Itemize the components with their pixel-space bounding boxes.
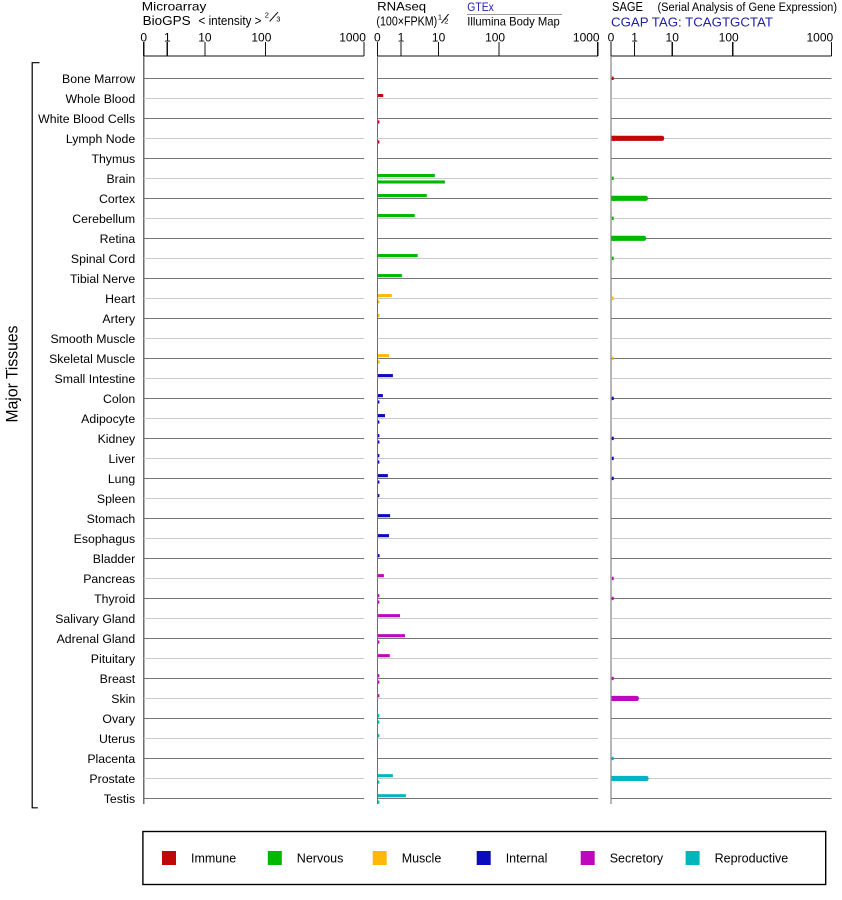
svg-text:Heart: Heart <box>105 292 136 306</box>
svg-text:Uterus: Uterus <box>99 732 135 746</box>
svg-text:Bone Marrow: Bone Marrow <box>62 72 135 86</box>
svg-text:Secretory: Secretory <box>610 852 664 866</box>
svg-text:Muscle: Muscle <box>402 852 442 866</box>
svg-text:Pancreas: Pancreas <box>83 572 135 586</box>
svg-text:Skeletal Muscle: Skeletal Muscle <box>49 352 135 366</box>
svg-text:Adrenal Gland: Adrenal Gland <box>57 632 136 646</box>
svg-text:Placenta: Placenta <box>87 752 135 766</box>
svg-text:Major Tissues: Major Tissues <box>4 326 22 423</box>
svg-text:100: 100 <box>485 30 505 44</box>
svg-text:100: 100 <box>251 30 271 44</box>
svg-text:Reproductive: Reproductive <box>715 852 789 866</box>
svg-text:Breast: Breast <box>100 672 136 686</box>
svg-text:0: 0 <box>608 30 615 44</box>
svg-text:Testis: Testis <box>104 792 135 806</box>
svg-text:Adipocyte: Adipocyte <box>81 412 135 426</box>
svg-text:Pituitary: Pituitary <box>91 652 136 666</box>
svg-text:Retina: Retina <box>100 232 136 246</box>
svg-text:Liver: Liver <box>109 452 136 466</box>
svg-text:2: 2 <box>444 17 448 26</box>
svg-text:Microarray: Microarray <box>142 0 207 13</box>
svg-text:3: 3 <box>276 15 280 24</box>
svg-text:Artery: Artery <box>102 312 136 326</box>
svg-text:1000: 1000 <box>339 30 366 44</box>
svg-text:Lymph Node: Lymph Node <box>66 132 135 146</box>
svg-text:Esophagus: Esophagus <box>74 532 136 546</box>
svg-text:Internal: Internal <box>506 852 548 866</box>
svg-text:CGAP TAG: TCAGTGCTAT: CGAP TAG: TCAGTGCTAT <box>611 14 773 29</box>
svg-text:Skin: Skin <box>111 692 135 706</box>
svg-text:1: 1 <box>164 30 171 44</box>
svg-text:Stomach: Stomach <box>87 512 136 526</box>
svg-text:Salivary Gland: Salivary Gland <box>55 612 135 626</box>
svg-text:10: 10 <box>666 30 680 44</box>
svg-text:Small Intestine: Small Intestine <box>55 372 136 386</box>
svg-text:Smooth Muscle: Smooth Muscle <box>50 332 135 346</box>
svg-text:(100×FPKM): (100×FPKM) <box>376 14 437 28</box>
svg-text:2: 2 <box>265 11 269 20</box>
svg-text:Lung: Lung <box>108 472 136 486</box>
svg-text:(Serial Analysis of Gene Expre: (Serial Analysis of Gene Expression) <box>658 2 838 14</box>
svg-text:Immune: Immune <box>191 852 236 866</box>
svg-text:1: 1 <box>398 30 405 44</box>
svg-text:Bladder: Bladder <box>93 552 135 566</box>
svg-text:100: 100 <box>719 30 739 44</box>
svg-text:0: 0 <box>374 30 381 44</box>
svg-text:Spleen: Spleen <box>97 492 135 506</box>
svg-text:GTEx: GTEx <box>467 0 494 14</box>
svg-text:1000: 1000 <box>573 30 600 44</box>
svg-text:1: 1 <box>438 13 442 22</box>
svg-text:SAGE: SAGE <box>612 0 643 14</box>
svg-text:Brain: Brain <box>106 172 135 186</box>
svg-text:Kidney: Kidney <box>98 432 136 446</box>
svg-text:< intensity >: < intensity > <box>199 14 262 28</box>
svg-text:Prostate: Prostate <box>89 772 135 786</box>
svg-text:White Blood Cells: White Blood Cells <box>38 112 135 126</box>
svg-text:Thymus: Thymus <box>91 152 135 166</box>
svg-text:Thyroid: Thyroid <box>94 592 135 606</box>
svg-text:RNAseq: RNAseq <box>377 0 426 13</box>
svg-text:10: 10 <box>198 30 212 44</box>
svg-text:Cerebellum: Cerebellum <box>72 212 135 226</box>
svg-text:Nervous: Nervous <box>297 852 344 866</box>
svg-text:Illumina Body Map: Illumina Body Map <box>467 14 560 28</box>
svg-text:Cortex: Cortex <box>99 192 136 206</box>
svg-text:0: 0 <box>140 30 147 44</box>
svg-text:Ovary: Ovary <box>102 712 136 726</box>
svg-text:Whole Blood: Whole Blood <box>65 92 135 106</box>
svg-text:10: 10 <box>432 30 446 44</box>
svg-text:Colon: Colon <box>103 392 135 406</box>
svg-text:BioGPS: BioGPS <box>143 14 191 28</box>
svg-text:Tibial Nerve: Tibial Nerve <box>70 272 135 286</box>
svg-text:Spinal Cord: Spinal Cord <box>71 252 135 266</box>
svg-text:1: 1 <box>631 30 638 44</box>
svg-text:1000: 1000 <box>806 30 833 44</box>
